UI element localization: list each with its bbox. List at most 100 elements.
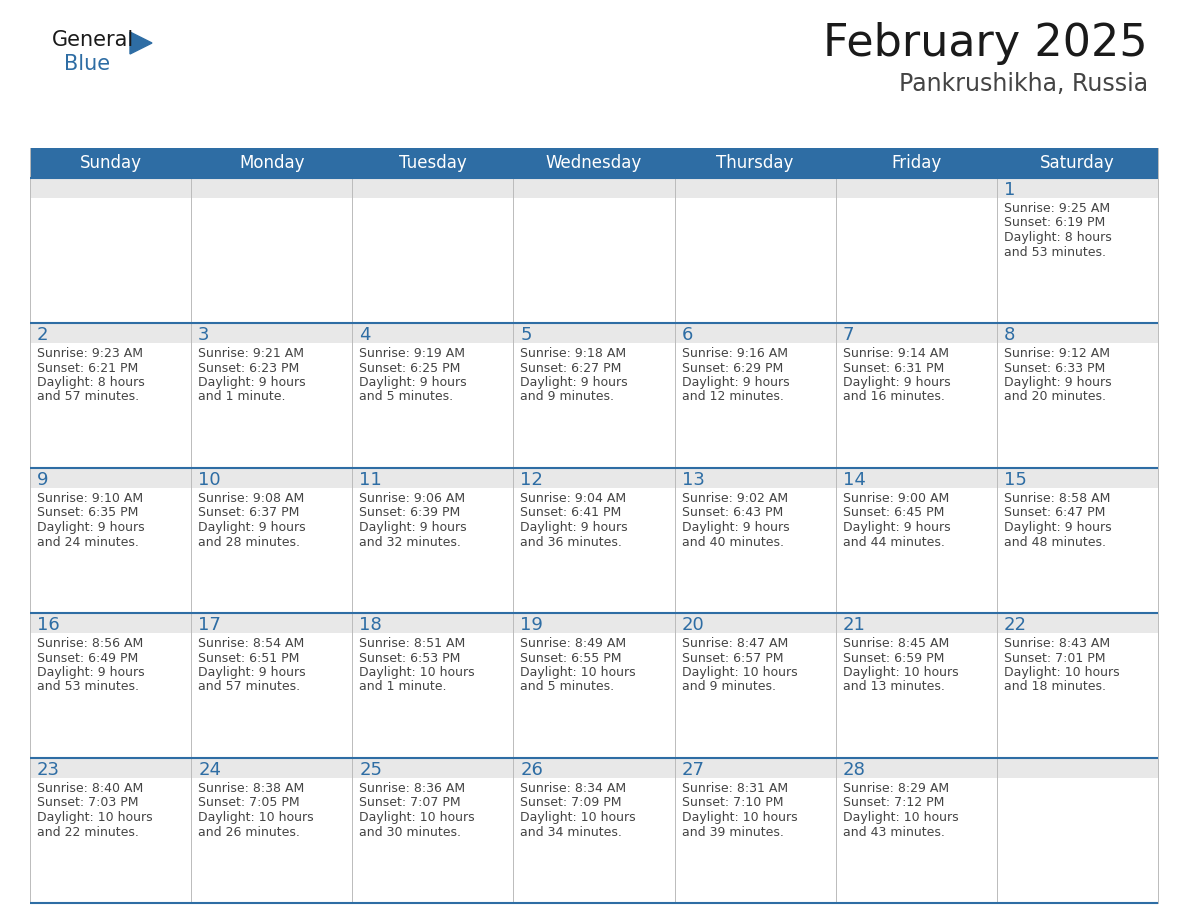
Text: Sunset: 6:53 PM: Sunset: 6:53 PM	[359, 652, 461, 665]
Text: Sunset: 6:45 PM: Sunset: 6:45 PM	[842, 507, 944, 520]
Text: Daylight: 10 hours: Daylight: 10 hours	[682, 666, 797, 679]
Text: 10: 10	[198, 471, 221, 489]
Text: and 43 minutes.: and 43 minutes.	[842, 825, 944, 838]
Text: 5: 5	[520, 326, 532, 344]
Text: and 12 minutes.: and 12 minutes.	[682, 390, 783, 404]
Bar	[30, 468, 1158, 613]
Text: Wednesday: Wednesday	[545, 154, 643, 172]
Text: Sunset: 7:12 PM: Sunset: 7:12 PM	[842, 797, 944, 810]
Text: Friday: Friday	[891, 154, 941, 172]
Text: Daylight: 9 hours: Daylight: 9 hours	[37, 521, 145, 534]
Bar	[30, 468, 1158, 488]
Text: and 48 minutes.: and 48 minutes.	[1004, 535, 1106, 548]
Text: 6: 6	[682, 326, 693, 344]
Text: Daylight: 10 hours: Daylight: 10 hours	[1004, 666, 1119, 679]
Text: 22: 22	[1004, 616, 1026, 634]
Text: 18: 18	[359, 616, 383, 634]
Text: Daylight: 10 hours: Daylight: 10 hours	[842, 666, 959, 679]
Text: Daylight: 10 hours: Daylight: 10 hours	[520, 811, 636, 824]
Bar	[30, 758, 1158, 903]
Text: Daylight: 10 hours: Daylight: 10 hours	[682, 811, 797, 824]
Text: Sunset: 6:35 PM: Sunset: 6:35 PM	[37, 507, 138, 520]
Text: 28: 28	[842, 761, 866, 779]
Text: Sunset: 6:49 PM: Sunset: 6:49 PM	[37, 652, 138, 665]
Text: Sunset: 6:57 PM: Sunset: 6:57 PM	[682, 652, 783, 665]
Text: Sunrise: 8:56 AM: Sunrise: 8:56 AM	[37, 637, 144, 650]
Text: and 24 minutes.: and 24 minutes.	[37, 535, 139, 548]
Text: 2: 2	[37, 326, 49, 344]
Text: and 9 minutes.: and 9 minutes.	[520, 390, 614, 404]
Text: Sunset: 6:51 PM: Sunset: 6:51 PM	[198, 652, 299, 665]
Text: Daylight: 10 hours: Daylight: 10 hours	[842, 811, 959, 824]
Bar	[30, 758, 1158, 778]
Text: Daylight: 9 hours: Daylight: 9 hours	[198, 521, 305, 534]
Text: Sunrise: 9:14 AM: Sunrise: 9:14 AM	[842, 347, 949, 360]
Text: Sunset: 7:09 PM: Sunset: 7:09 PM	[520, 797, 623, 810]
Text: 14: 14	[842, 471, 866, 489]
Text: 13: 13	[682, 471, 704, 489]
Text: Sunrise: 9:12 AM: Sunrise: 9:12 AM	[1004, 347, 1110, 360]
Text: Sunset: 6:39 PM: Sunset: 6:39 PM	[359, 507, 461, 520]
Text: Sunday: Sunday	[80, 154, 141, 172]
Text: Sunrise: 8:34 AM: Sunrise: 8:34 AM	[520, 782, 626, 795]
Text: and 22 minutes.: and 22 minutes.	[37, 825, 139, 838]
Text: Daylight: 9 hours: Daylight: 9 hours	[682, 521, 789, 534]
Text: Sunrise: 8:54 AM: Sunrise: 8:54 AM	[198, 637, 304, 650]
Text: Sunrise: 9:25 AM: Sunrise: 9:25 AM	[1004, 202, 1110, 215]
Bar	[30, 178, 1158, 198]
Text: 4: 4	[359, 326, 371, 344]
Bar	[30, 178, 1158, 323]
Text: and 57 minutes.: and 57 minutes.	[198, 680, 301, 693]
Text: Sunrise: 9:06 AM: Sunrise: 9:06 AM	[359, 492, 466, 505]
Text: Sunset: 6:21 PM: Sunset: 6:21 PM	[37, 362, 138, 375]
Text: Sunrise: 8:47 AM: Sunrise: 8:47 AM	[682, 637, 788, 650]
Text: Sunrise: 9:08 AM: Sunrise: 9:08 AM	[198, 492, 304, 505]
Text: and 5 minutes.: and 5 minutes.	[359, 390, 454, 404]
Text: and 32 minutes.: and 32 minutes.	[359, 535, 461, 548]
Text: and 1 minute.: and 1 minute.	[198, 390, 285, 404]
Text: Blue: Blue	[64, 54, 110, 74]
Text: Daylight: 8 hours: Daylight: 8 hours	[1004, 231, 1112, 244]
Text: 27: 27	[682, 761, 704, 779]
Text: Sunrise: 8:45 AM: Sunrise: 8:45 AM	[842, 637, 949, 650]
Text: Sunset: 6:19 PM: Sunset: 6:19 PM	[1004, 217, 1105, 230]
Text: Sunrise: 9:02 AM: Sunrise: 9:02 AM	[682, 492, 788, 505]
Text: 21: 21	[842, 616, 866, 634]
Text: Daylight: 9 hours: Daylight: 9 hours	[842, 521, 950, 534]
Text: Daylight: 10 hours: Daylight: 10 hours	[520, 666, 636, 679]
Text: 3: 3	[198, 326, 209, 344]
Text: Sunset: 6:33 PM: Sunset: 6:33 PM	[1004, 362, 1105, 375]
Bar	[30, 323, 1158, 343]
Text: Daylight: 10 hours: Daylight: 10 hours	[359, 811, 475, 824]
Text: Daylight: 9 hours: Daylight: 9 hours	[198, 376, 305, 389]
Text: Sunrise: 8:36 AM: Sunrise: 8:36 AM	[359, 782, 466, 795]
Text: Pankrushikha, Russia: Pankrushikha, Russia	[899, 72, 1148, 96]
Text: Sunset: 7:05 PM: Sunset: 7:05 PM	[198, 797, 299, 810]
Text: 1: 1	[1004, 181, 1016, 199]
Text: and 1 minute.: and 1 minute.	[359, 680, 447, 693]
Text: and 26 minutes.: and 26 minutes.	[198, 825, 301, 838]
Text: 20: 20	[682, 616, 704, 634]
Bar	[30, 323, 1158, 468]
Text: Sunset: 6:37 PM: Sunset: 6:37 PM	[198, 507, 299, 520]
Text: Tuesday: Tuesday	[399, 154, 467, 172]
Text: 16: 16	[37, 616, 59, 634]
Text: Sunset: 6:59 PM: Sunset: 6:59 PM	[842, 652, 944, 665]
Text: and 40 minutes.: and 40 minutes.	[682, 535, 784, 548]
Text: Sunset: 6:23 PM: Sunset: 6:23 PM	[198, 362, 299, 375]
Text: and 30 minutes.: and 30 minutes.	[359, 825, 461, 838]
Text: Sunrise: 9:10 AM: Sunrise: 9:10 AM	[37, 492, 143, 505]
Text: 23: 23	[37, 761, 61, 779]
Text: Sunrise: 9:04 AM: Sunrise: 9:04 AM	[520, 492, 626, 505]
Text: and 53 minutes.: and 53 minutes.	[1004, 245, 1106, 259]
Text: Daylight: 9 hours: Daylight: 9 hours	[1004, 376, 1112, 389]
Text: 8: 8	[1004, 326, 1016, 344]
Text: Daylight: 8 hours: Daylight: 8 hours	[37, 376, 145, 389]
Text: Sunrise: 8:43 AM: Sunrise: 8:43 AM	[1004, 637, 1110, 650]
Text: Daylight: 9 hours: Daylight: 9 hours	[682, 376, 789, 389]
Text: Daylight: 10 hours: Daylight: 10 hours	[37, 811, 152, 824]
Text: Daylight: 9 hours: Daylight: 9 hours	[520, 521, 628, 534]
Bar	[30, 148, 1158, 178]
Text: 19: 19	[520, 616, 543, 634]
Text: and 16 minutes.: and 16 minutes.	[842, 390, 944, 404]
